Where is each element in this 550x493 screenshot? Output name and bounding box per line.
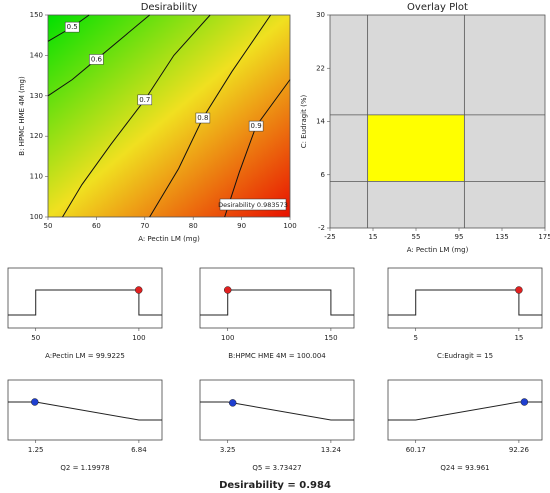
- setting-dot: [228, 399, 237, 407]
- x-tick-label: 100: [283, 222, 296, 230]
- x-tick-label: 80: [189, 222, 198, 230]
- chart-title: Desirability: [141, 2, 198, 13]
- y-tick-label: 30: [316, 11, 325, 19]
- contour-label-box: [64, 21, 80, 33]
- ramp-box: [7, 379, 163, 441]
- tick-label: 50: [31, 334, 40, 342]
- x-tick-label: 90: [237, 222, 246, 230]
- contour-label: 0.9: [251, 122, 262, 130]
- contour-line: [62, 14, 211, 218]
- panel-label: B:HPMC HME 4M = 100.004: [228, 352, 326, 360]
- tick-label: 100: [132, 334, 145, 342]
- panel-label: Q2 = 1.19978: [60, 464, 109, 472]
- y-tick-label: -2: [318, 224, 325, 232]
- desirability-function: [388, 289, 542, 316]
- contour-label: 0.5: [67, 23, 78, 31]
- tick-label: 150: [324, 334, 337, 342]
- tick-label: 15: [514, 334, 523, 342]
- desirability-function: [200, 401, 354, 421]
- annotation-box: [219, 198, 287, 211]
- feasible-region: [367, 114, 465, 182]
- contour-label: 0.8: [197, 114, 208, 122]
- setting-dot: [223, 286, 232, 294]
- y-tick-label: 130: [30, 92, 43, 100]
- y-tick-label: 120: [30, 132, 43, 140]
- contour-label-box: [89, 54, 104, 65]
- setting-dot: [31, 398, 39, 406]
- x-tick-label: 55: [412, 233, 421, 241]
- x-tick-label: 95: [455, 233, 464, 241]
- y-tick-label: 150: [30, 11, 43, 19]
- y-tick-label: 110: [30, 173, 43, 181]
- setting-dot: [515, 286, 523, 294]
- x-tick-label: 135: [495, 233, 508, 241]
- y-tick-label: 22: [316, 64, 325, 72]
- ramp-box: [199, 379, 355, 441]
- tick-label: 3.25: [220, 446, 236, 454]
- x-tick-label: -25: [324, 233, 335, 241]
- contour-label-box: [137, 94, 153, 106]
- contour-label-box: [195, 112, 211, 124]
- x-tick-label: 70: [140, 222, 149, 230]
- desirability-function: [388, 401, 542, 421]
- setting-dot: [134, 286, 143, 294]
- y-axis-label: B: HPMC HME 4M (mg): [18, 76, 26, 156]
- y-tick-label: 140: [30, 51, 43, 59]
- ramp-box: [199, 267, 355, 329]
- setting-dot: [520, 398, 529, 406]
- desirability-function: [8, 401, 162, 421]
- panel-label: Q5 = 3.73427: [252, 464, 301, 472]
- y-tick-label: 14: [316, 118, 325, 126]
- panel-label: C:Eudragit = 15: [437, 352, 493, 360]
- y-axis-label: C: Eudragit (%): [300, 95, 308, 149]
- x-axis-label: A: Pectin LM (mg): [407, 246, 469, 254]
- contour-line: [224, 79, 291, 218]
- panel-label: Q24 = 93.961: [440, 464, 489, 472]
- contour-label: 0.7: [139, 96, 150, 104]
- ramp-box: [387, 267, 543, 329]
- x-tick-label: 50: [44, 222, 53, 230]
- desirability-function: [200, 289, 354, 316]
- x-tick-label: 60: [92, 222, 101, 230]
- footer: Desirability = 0.984: [219, 480, 331, 491]
- y-tick-label: 6: [321, 171, 326, 179]
- tick-label: 92.26: [509, 446, 530, 454]
- ramp-box: [7, 267, 163, 329]
- desirability-function: [8, 289, 162, 316]
- x-tick-label: 15: [369, 233, 378, 241]
- tick-label: 100: [221, 334, 234, 342]
- annotation: Desirability 0.983573: [218, 201, 288, 209]
- panel-label: A:Pectin LM = 99.9225: [45, 352, 125, 360]
- y-tick-label: 100: [30, 213, 43, 221]
- plot-area: [47, 14, 291, 218]
- tick-label: 60.17: [406, 446, 426, 454]
- contour-label: 0.6: [91, 55, 103, 63]
- chart-title: Overlay Plot: [407, 2, 468, 13]
- contour-label-box: [248, 120, 264, 132]
- tick-label: 13.24: [321, 446, 342, 454]
- tick-label: 6.84: [131, 446, 147, 454]
- x-axis-label: A: Pectin LM (mg): [138, 235, 200, 243]
- tick-label: 5: [413, 334, 417, 342]
- x-tick-label: 175: [538, 233, 550, 241]
- tick-label: 1.25: [28, 446, 44, 454]
- ramp-box: [387, 379, 543, 441]
